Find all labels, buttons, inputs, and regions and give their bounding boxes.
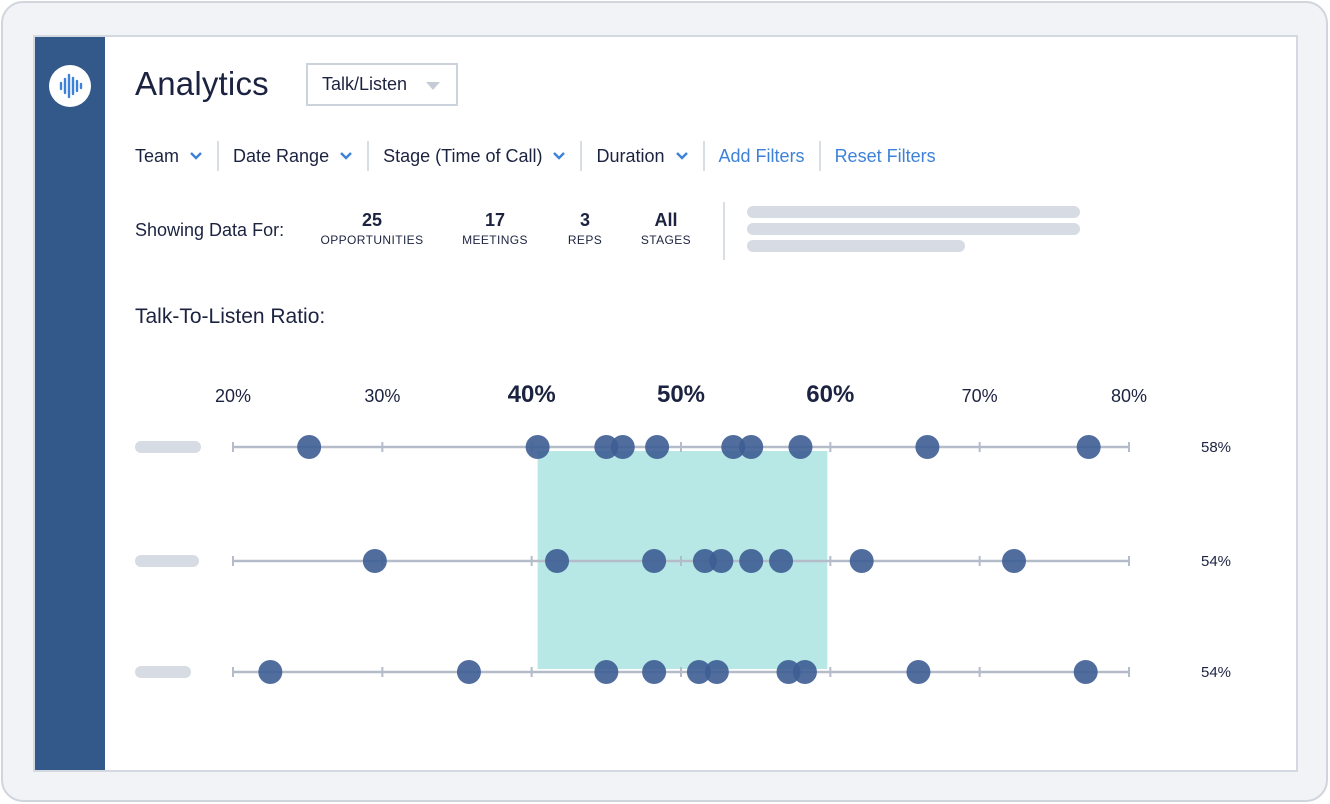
chevron-down-icon <box>340 152 352 160</box>
sound-wave-icon <box>59 73 83 99</box>
divider <box>217 141 220 171</box>
section-title: Talk-To-Listen Ratio: <box>135 305 326 328</box>
filter-stage[interactable]: Stage (Time of Call) <box>383 146 566 167</box>
filter-label: Duration <box>596 145 665 166</box>
filter-label: Date Range <box>233 145 330 166</box>
divider <box>723 202 725 260</box>
divider <box>702 141 705 171</box>
reset-filters-link[interactable]: Reset Filters <box>834 145 936 166</box>
x-tick-label: 20% <box>215 386 251 406</box>
filter-label: Team <box>135 145 180 166</box>
talk-listen-chart: 20% 30% 40% 50% 60% 70% 80% 58% 54% 54% <box>135 381 1231 684</box>
data-point <box>525 435 550 459</box>
data-point <box>769 549 794 573</box>
x-tick-label: 50% <box>657 381 705 408</box>
filter-label: Stage (Time of Call) <box>383 145 543 166</box>
page-title: Analytics <box>135 65 269 102</box>
x-tick-label: 60% <box>806 381 854 408</box>
stat-value: 17 <box>484 210 506 230</box>
caret-down-icon <box>426 82 440 90</box>
chevron-down-icon <box>553 152 566 160</box>
x-tick-label: 70% <box>962 386 998 406</box>
data-point <box>645 435 670 459</box>
stat-label: OPPORTUNITIES <box>320 233 424 247</box>
data-point <box>849 549 874 573</box>
row-label-placeholder <box>135 441 201 453</box>
placeholder-line <box>747 223 1080 235</box>
divider <box>580 141 583 171</box>
data-point <box>686 660 711 684</box>
chevron-down-icon <box>675 152 688 160</box>
filter-team[interactable]: Team <box>135 146 203 167</box>
data-point <box>362 549 387 573</box>
stat-label: STAGES <box>640 233 692 247</box>
data-point <box>1076 435 1101 459</box>
data-point <box>594 435 619 459</box>
data-point <box>776 660 801 684</box>
stat-value: All <box>654 210 678 230</box>
stat-label: MEETINGS <box>462 233 528 247</box>
showing-data-label: Showing Data For: <box>135 220 285 240</box>
filter-duration[interactable]: Duration <box>596 146 688 167</box>
divider <box>818 141 821 171</box>
row-value-label: 54% <box>1201 553 1231 570</box>
chevron-down-icon <box>190 152 202 160</box>
placeholder-line <box>747 240 965 252</box>
data-point <box>739 435 764 459</box>
data-point <box>915 435 940 459</box>
filter-date-range[interactable]: Date Range <box>233 146 353 167</box>
stat-label: REPS <box>567 233 603 247</box>
stat-opportunities: 25 OPPORTUNITIES <box>318 209 426 249</box>
data-point <box>1073 660 1098 684</box>
add-filters-link[interactable]: Add Filters <box>718 145 805 166</box>
data-point <box>788 435 813 459</box>
data-point <box>692 549 717 573</box>
logo[interactable] <box>49 65 91 107</box>
x-tick-label: 40% <box>508 381 556 408</box>
sidebar <box>35 37 105 770</box>
filter-bar: Team Date Range Stage (Time of Call) Dur… <box>135 140 936 172</box>
row-label-placeholder <box>135 555 199 567</box>
row-value-label: 58% <box>1201 439 1231 456</box>
data-point <box>610 435 635 459</box>
divider <box>367 141 370 171</box>
data-point <box>594 660 619 684</box>
x-tick-label: 80% <box>1111 386 1147 406</box>
data-point <box>709 549 734 573</box>
view-select[interactable]: Talk/Listen <box>306 63 458 106</box>
data-point <box>456 660 481 684</box>
data-point <box>297 435 322 459</box>
data-point <box>642 549 667 573</box>
app-window: Analytics Talk/Listen Team Date Range St… <box>33 35 1298 772</box>
data-point <box>704 660 729 684</box>
view-select-value: Talk/Listen <box>322 74 408 94</box>
data-point <box>545 549 570 573</box>
x-tick-label: 30% <box>364 386 400 406</box>
stat-meetings: 17 MEETINGS <box>455 209 535 249</box>
data-point <box>1002 549 1027 573</box>
data-point <box>792 660 817 684</box>
data-point <box>642 660 667 684</box>
data-point <box>739 549 764 573</box>
data-point <box>906 660 931 684</box>
data-point <box>258 660 283 684</box>
stat-stages: All STAGES <box>634 209 698 249</box>
stat-reps: 3 REPS <box>559 209 611 249</box>
stat-value: 3 <box>579 210 590 230</box>
placeholder-line <box>747 206 1080 218</box>
row-label-placeholder <box>135 666 191 678</box>
data-point <box>721 435 746 459</box>
row-value-label: 54% <box>1201 664 1231 681</box>
stat-value: 25 <box>361 210 383 230</box>
